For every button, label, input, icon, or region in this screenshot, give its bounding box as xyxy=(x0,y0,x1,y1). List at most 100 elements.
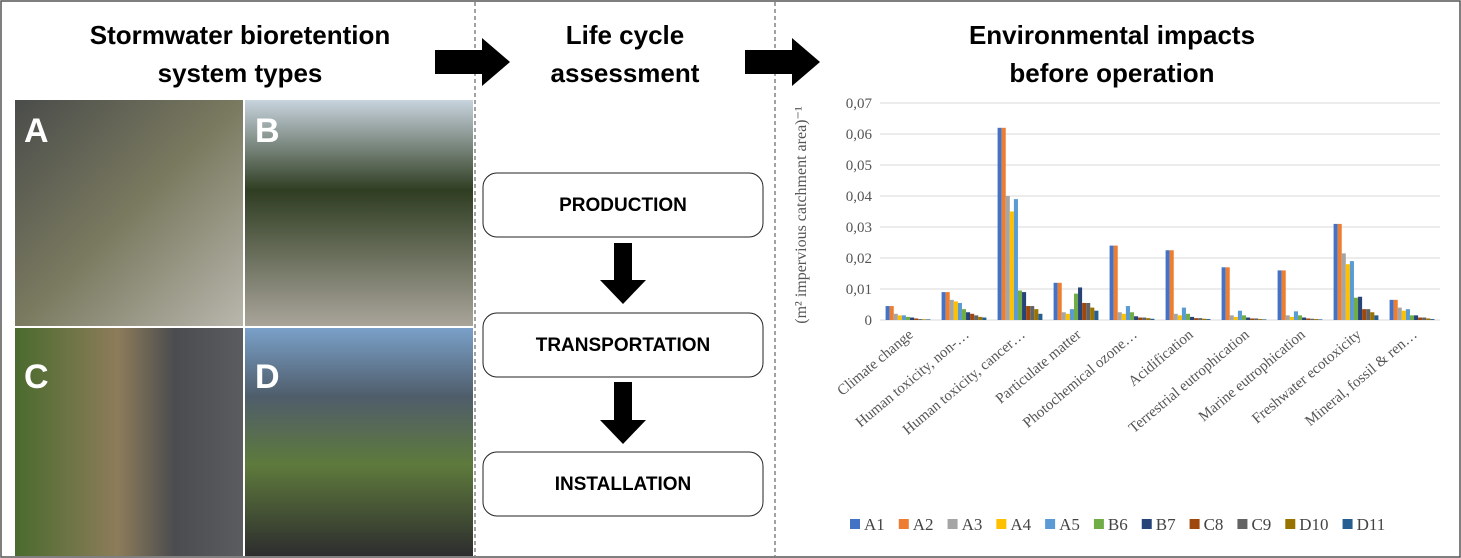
bar xyxy=(1393,299,1398,320)
bar xyxy=(1241,315,1247,320)
legend-swatch xyxy=(898,519,909,529)
legend-label: A3 xyxy=(962,515,983,534)
bar xyxy=(1318,319,1323,320)
bar xyxy=(1337,223,1342,320)
bar xyxy=(1057,282,1062,320)
bar xyxy=(1225,267,1230,320)
y-tick-label: 0,03 xyxy=(846,220,872,236)
y-tick-label: 0,07 xyxy=(846,96,873,112)
bar xyxy=(910,317,915,320)
bar xyxy=(918,319,923,320)
bar xyxy=(1389,299,1394,320)
bar xyxy=(1169,250,1174,320)
photo-label: D xyxy=(255,358,280,396)
step-box xyxy=(482,312,764,378)
y-tick-label: 0,05 xyxy=(846,158,872,174)
bar xyxy=(1001,127,1006,320)
bar xyxy=(1194,318,1199,320)
y-axis-label: (m² impervious catchment area)⁻¹ xyxy=(793,106,810,324)
bar xyxy=(1405,309,1410,320)
legend-swatch xyxy=(996,519,1007,529)
bar xyxy=(1073,293,1079,320)
bar xyxy=(1426,318,1431,320)
bar xyxy=(1034,309,1039,320)
step-box xyxy=(482,172,764,238)
bar xyxy=(1134,316,1139,320)
bar xyxy=(922,319,927,320)
bar xyxy=(1026,306,1031,320)
bar xyxy=(1086,302,1091,320)
bar xyxy=(1233,316,1238,320)
bar xyxy=(1349,261,1354,320)
bar xyxy=(905,316,911,320)
legend-label: B6 xyxy=(1108,515,1128,534)
legend-label: A2 xyxy=(913,515,934,534)
bar xyxy=(1246,317,1251,320)
bar xyxy=(1262,319,1267,320)
x-tick-label: Marine eutrophication xyxy=(1196,326,1309,425)
panel-title: system types xyxy=(158,58,323,88)
bar xyxy=(1341,253,1346,320)
bar xyxy=(1254,318,1259,320)
bar xyxy=(1353,297,1359,320)
legend-label: A1 xyxy=(864,515,885,534)
bar xyxy=(1053,282,1058,320)
bar xyxy=(1250,318,1255,320)
bar xyxy=(1314,319,1319,320)
bar xyxy=(1418,317,1423,320)
bar xyxy=(1181,307,1186,320)
legend-label: C9 xyxy=(1251,515,1271,534)
bar xyxy=(974,315,979,320)
bar xyxy=(941,292,946,320)
bar xyxy=(1237,310,1242,320)
bar xyxy=(1310,318,1315,320)
photo xyxy=(15,328,243,556)
legend-label: C8 xyxy=(1204,515,1224,534)
bar xyxy=(1229,315,1234,320)
legend-swatch xyxy=(1093,519,1104,529)
y-tick-label: 0,06 xyxy=(846,127,873,143)
bar xyxy=(1345,264,1350,320)
bar xyxy=(889,306,894,320)
bar xyxy=(926,319,931,320)
bar xyxy=(1374,315,1379,320)
bar xyxy=(885,306,890,320)
bar xyxy=(1082,302,1087,320)
bar xyxy=(1302,317,1307,320)
y-tick-label: 0,01 xyxy=(846,282,872,298)
bar xyxy=(1358,296,1363,320)
arrow xyxy=(600,382,646,444)
step-label: TRANSPORTATION xyxy=(536,335,711,356)
bar xyxy=(997,127,1002,320)
photo xyxy=(15,100,243,326)
bar xyxy=(978,316,983,320)
bar xyxy=(1397,307,1402,320)
bar xyxy=(1409,315,1415,320)
legend-label: D10 xyxy=(1299,515,1328,534)
bar xyxy=(1022,292,1027,320)
photo-label: B xyxy=(255,112,280,150)
bar xyxy=(982,317,987,320)
bar xyxy=(1165,250,1170,320)
bar xyxy=(1202,318,1207,320)
bar xyxy=(897,315,902,320)
bar xyxy=(1206,319,1211,320)
legend-label: D11 xyxy=(1357,515,1386,534)
bar xyxy=(1017,290,1023,320)
bar xyxy=(1061,312,1066,320)
bar xyxy=(1297,315,1303,320)
legend-swatch xyxy=(1285,519,1296,529)
bar xyxy=(901,315,906,320)
photo-label: C xyxy=(24,358,49,396)
x-tick-label: Freshwater ecotoxicity xyxy=(1249,326,1365,427)
legend-swatch xyxy=(1342,519,1353,529)
bar xyxy=(1113,245,1118,320)
bar xyxy=(953,301,958,320)
bar xyxy=(914,318,919,320)
panel-title: Stormwater bioretention xyxy=(90,20,390,50)
bar xyxy=(1094,310,1099,320)
bar xyxy=(1069,309,1074,320)
